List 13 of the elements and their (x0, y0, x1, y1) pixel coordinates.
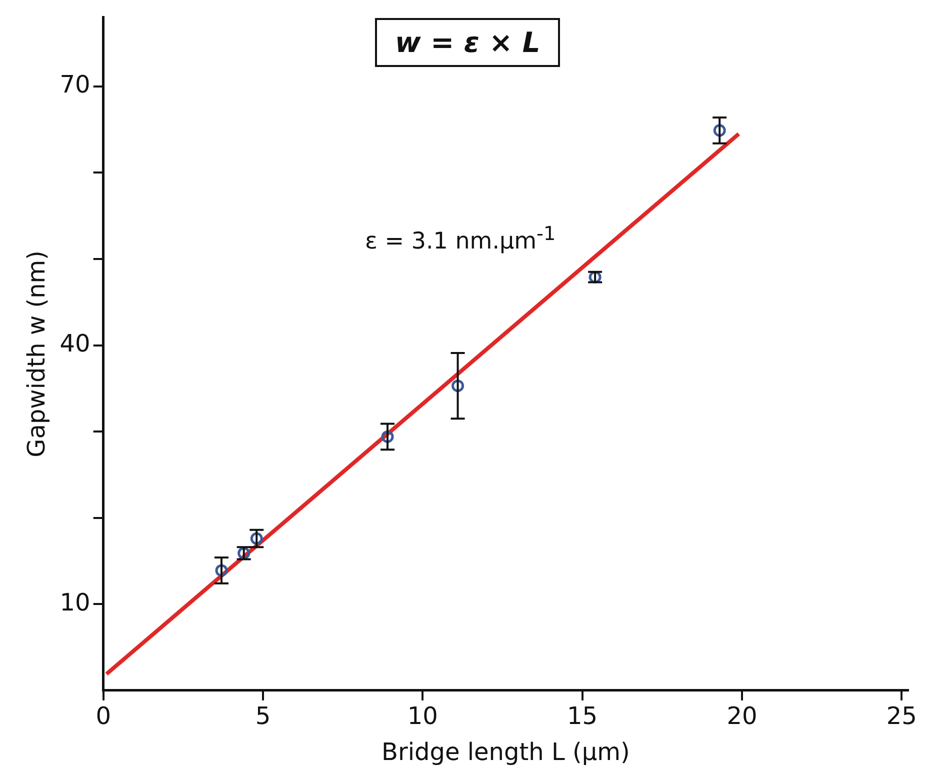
annotation: ε = 3.1 nm.µm$^{-1}$ (365, 222, 556, 255)
x-axis-title: Bridge length L (µm) (381, 738, 630, 766)
annotation: w = ε × L (375, 18, 560, 67)
y-tick-label: 10 (60, 588, 90, 616)
x-tick-label: 15 (567, 702, 598, 730)
y-tick-label: 70 (60, 70, 90, 99)
y-axis-title: Gapwidth w (nm) (22, 250, 51, 458)
x-tick-label: 20 (726, 702, 758, 730)
x-tick-label: 25 (886, 702, 917, 730)
y-tick-label: 40 (60, 330, 90, 358)
x-tick-label: 0 (96, 702, 111, 730)
x-tick-label: 5 (255, 702, 271, 730)
x-tick-label: 10 (407, 702, 438, 730)
